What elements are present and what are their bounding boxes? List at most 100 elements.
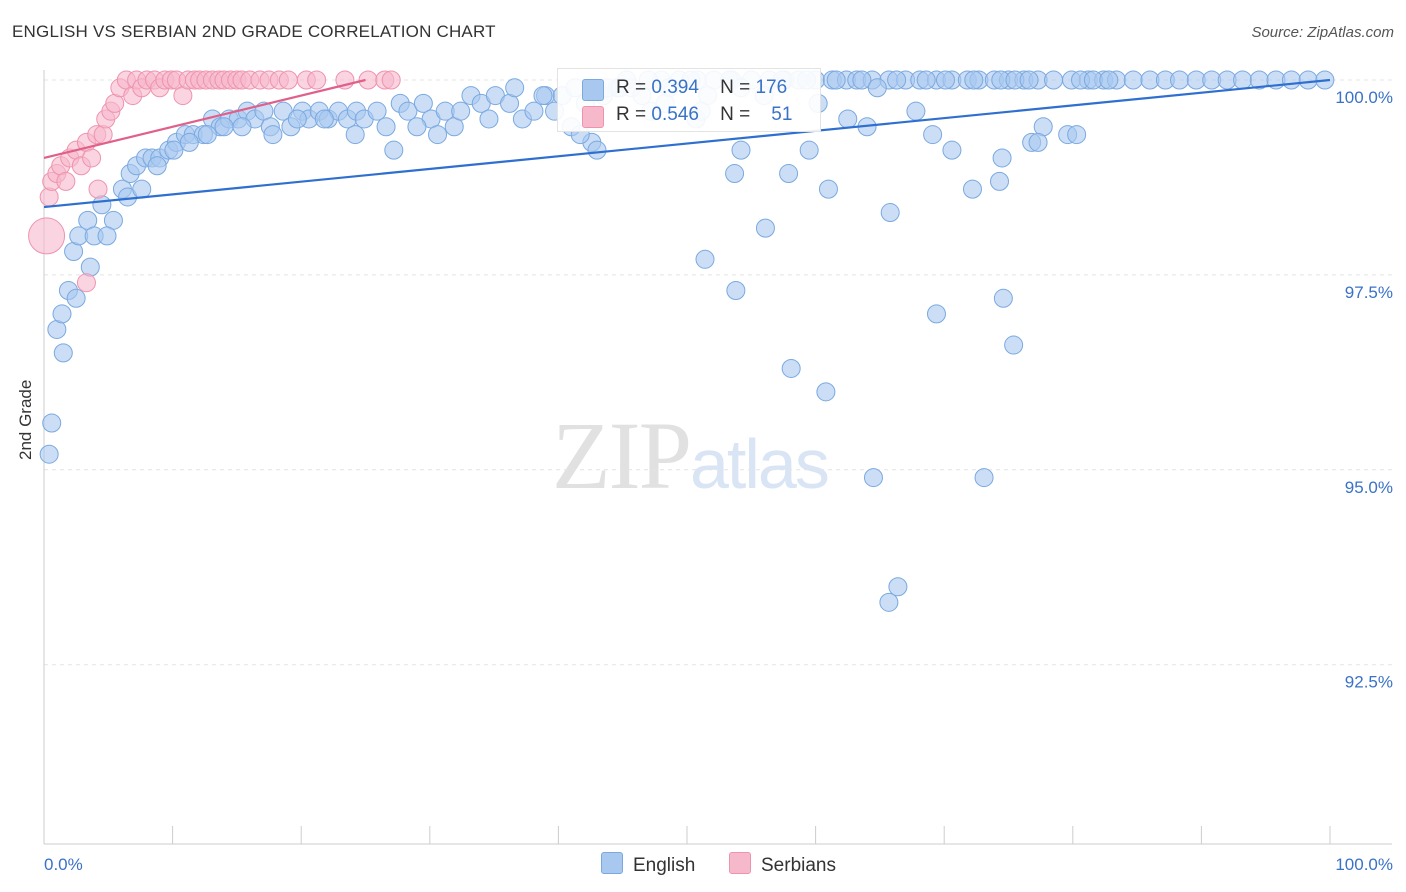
legend-item-serbians[interactable]: Serbians [729,852,836,877]
english-point [52,304,72,324]
english-point [964,70,984,90]
y-tick-label-1: 95.0% [1345,478,1393,497]
english-point [587,140,607,160]
english-point [779,164,799,184]
english-point [781,358,801,378]
english-swatch [582,79,604,101]
english-point [880,203,900,223]
english-point [731,140,751,160]
english-point [66,288,86,308]
english-point [816,382,836,402]
english-point [524,101,544,121]
english-point [974,468,994,488]
serbian-point [28,217,66,255]
english-point [1233,70,1253,90]
english-point [413,93,433,113]
english-point [97,226,117,246]
english-point [989,171,1009,191]
english-point [533,86,553,106]
english-point [214,117,234,137]
english-n-label: N = [720,77,751,98]
english-point [1281,70,1301,90]
english-point [53,343,73,363]
english-point [852,70,872,90]
y-tick-label-3: 100.0% [1335,88,1393,107]
english-point [1019,70,1039,90]
english-point [942,140,962,160]
y-tick-label-2: 97.5% [1345,283,1393,302]
serbian-point [93,125,113,145]
english-point [916,70,936,90]
english-point [888,577,908,597]
legend-item-english[interactable]: English [601,852,695,877]
english-point [826,70,846,90]
legend-english-label: English [633,855,696,876]
english-point [992,148,1012,168]
english-point [164,140,184,160]
english-point [863,468,883,488]
legend-serbians-swatch [729,852,751,874]
english-point [695,249,715,269]
english-point [725,164,745,184]
english-point [42,413,62,433]
english-r-value: 0.394 [651,77,699,98]
watermark-atlas: atlas [690,425,830,503]
english-point [993,288,1013,308]
english-point [799,140,819,160]
english-point [867,78,887,98]
english-point [887,70,907,90]
source-label: Source: ZipAtlas.com [1251,24,1394,41]
y-tick-label-0: 92.5% [1345,673,1393,692]
english-point [726,280,746,300]
english-point [1004,335,1024,355]
english-point [263,125,283,145]
english-point [92,195,112,215]
english-point [147,156,167,176]
serbian-point [381,70,401,90]
english-point [906,101,926,121]
english-point [197,125,217,145]
english-point [451,101,471,121]
english-point [132,179,152,199]
english-point [384,140,404,160]
english-point [1298,70,1318,90]
serbian-n-value: 51 [771,104,793,125]
english-point [1028,132,1048,152]
english-point [376,117,396,137]
english-r-label: R = [616,77,647,98]
english-point [428,125,448,145]
english-point [505,78,525,98]
serbian-point [307,70,327,90]
english-point [1123,70,1143,90]
legend-english-swatch [601,852,623,874]
english-trend-line [43,78,1331,209]
english-point [407,117,427,137]
serbian-point [88,179,108,199]
english-point [1044,70,1064,90]
english-point [367,101,387,121]
serbian-n-label: N = [720,104,751,125]
watermark-zip: ZIP [552,402,692,509]
english-point [1099,70,1119,90]
x-tick-label-0: 0.0% [44,855,83,874]
english-point [345,125,365,145]
english-point [398,101,418,121]
english-point [1067,125,1087,145]
x-tick-label-1: 100.0% [1335,855,1393,874]
english-point [962,179,982,199]
english-point [879,592,899,612]
english-point [923,125,943,145]
chart-title: ENGLISH VS SERBIAN 2ND GRADE CORRELATION… [12,22,496,41]
serbian-trend-line [43,78,366,160]
serbian-r-label: R = [616,104,647,125]
english-point [755,218,775,238]
english-point [818,179,838,199]
english-point [314,109,334,129]
serbian-r-value: 0.546 [651,104,699,125]
english-point [935,70,955,90]
serbian-point [278,70,298,90]
serbian-point [82,148,102,168]
serbian-point [56,171,76,191]
stats-legend: R = 0.394 N = 176 R = 0.546 N = 51 [557,68,821,132]
watermark: ZIPatlas [552,400,830,511]
